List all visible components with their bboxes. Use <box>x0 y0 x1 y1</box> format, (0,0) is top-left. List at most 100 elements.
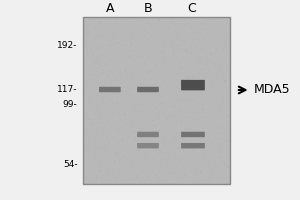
Point <box>82 29 87 32</box>
Point <box>101 173 106 177</box>
Point <box>138 75 142 78</box>
Point <box>218 107 223 110</box>
Point <box>176 72 180 75</box>
Point <box>83 108 88 111</box>
Point <box>219 154 224 158</box>
Point <box>127 156 132 159</box>
Point <box>154 176 159 179</box>
Point <box>165 116 170 119</box>
Point <box>116 107 121 110</box>
Point <box>192 123 197 126</box>
Point <box>103 63 108 66</box>
Point <box>89 89 94 92</box>
Point <box>117 105 122 108</box>
Point <box>223 80 227 83</box>
Point <box>88 64 93 68</box>
Point <box>212 173 217 176</box>
Point <box>157 169 162 172</box>
Point <box>141 39 146 42</box>
Point <box>200 109 205 112</box>
Point <box>171 172 176 175</box>
Point <box>173 23 178 27</box>
Point <box>88 38 93 42</box>
Point <box>138 180 143 183</box>
Point <box>144 90 149 94</box>
Point <box>174 79 178 82</box>
Point <box>217 126 221 130</box>
Point <box>92 79 97 82</box>
Point <box>106 99 111 102</box>
Point <box>191 64 196 68</box>
Point <box>223 36 228 39</box>
Point <box>82 119 87 122</box>
Point <box>160 128 165 132</box>
Point <box>160 151 165 154</box>
Point <box>122 155 127 158</box>
Point <box>136 148 140 152</box>
Point <box>172 107 176 110</box>
Point <box>199 42 204 45</box>
Point <box>159 95 164 98</box>
Point <box>201 85 206 88</box>
Point <box>212 140 216 143</box>
Point <box>174 155 178 159</box>
Point <box>161 44 166 47</box>
Point <box>218 37 223 40</box>
Point <box>169 140 174 144</box>
Point <box>111 165 116 168</box>
Point <box>134 154 139 157</box>
Point <box>124 18 129 21</box>
Point <box>157 152 162 155</box>
Point <box>134 40 139 43</box>
Point <box>189 52 194 55</box>
Point <box>178 172 183 176</box>
Point <box>209 60 214 63</box>
Point <box>204 168 209 172</box>
Point <box>136 155 141 158</box>
Point <box>212 119 216 123</box>
Point <box>114 35 119 38</box>
Point <box>157 124 162 127</box>
Point <box>183 23 188 27</box>
Point <box>140 65 145 69</box>
Point <box>228 152 232 155</box>
Point <box>108 89 113 92</box>
Point <box>162 47 167 50</box>
Point <box>203 19 208 22</box>
Point <box>134 151 139 154</box>
Point <box>99 87 103 90</box>
Point <box>217 147 222 150</box>
Point <box>206 59 210 62</box>
Point <box>94 176 98 179</box>
Point <box>190 68 195 71</box>
Point <box>99 174 103 177</box>
Point <box>123 114 128 117</box>
Point <box>160 51 165 54</box>
Point <box>225 141 230 144</box>
Point <box>116 139 121 142</box>
Text: MDA5: MDA5 <box>254 83 290 96</box>
Point <box>227 80 232 83</box>
Point <box>119 73 124 76</box>
Point <box>92 18 97 21</box>
Point <box>142 148 147 151</box>
Point <box>175 147 180 150</box>
Point <box>196 139 201 142</box>
Point <box>210 51 214 54</box>
Point <box>93 59 98 62</box>
Point <box>199 21 204 24</box>
Point <box>116 153 121 156</box>
Point <box>136 138 141 142</box>
Point <box>196 83 200 86</box>
Point <box>100 76 105 79</box>
Point <box>177 131 182 135</box>
Point <box>108 124 113 127</box>
Point <box>152 156 157 159</box>
Point <box>188 156 193 159</box>
Point <box>114 180 118 183</box>
Point <box>194 134 199 137</box>
Point <box>208 17 212 20</box>
Point <box>201 69 206 72</box>
Point <box>131 131 136 134</box>
Point <box>217 147 222 151</box>
